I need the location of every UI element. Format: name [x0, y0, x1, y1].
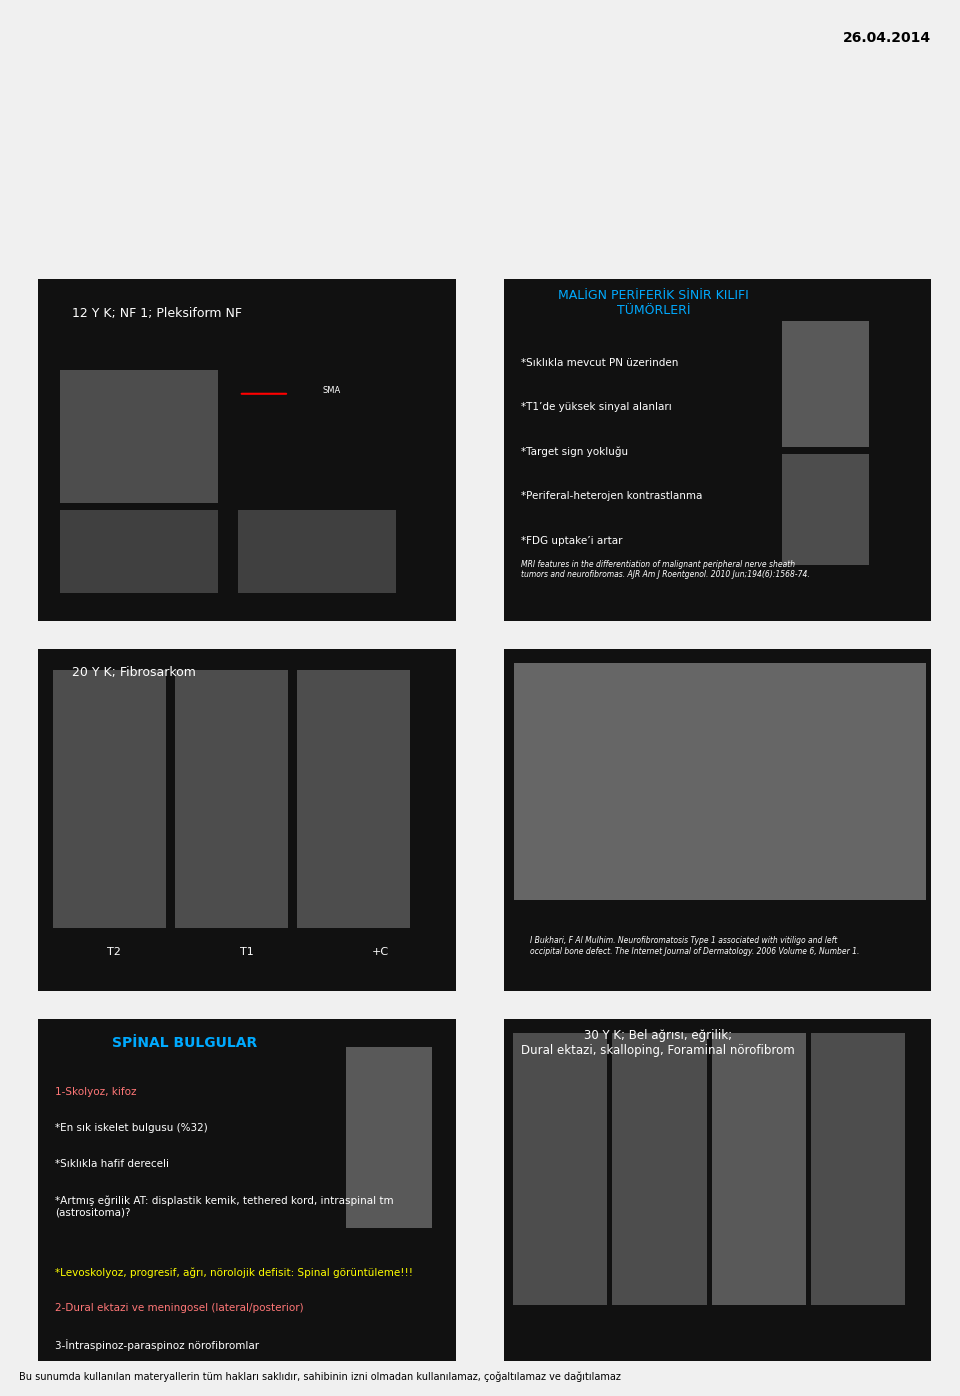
Text: *T1’de yüksek sinyal alanları: *T1’de yüksek sinyal alanları	[521, 402, 672, 412]
Text: SMA: SMA	[323, 387, 341, 395]
Bar	[504, 279, 931, 621]
Text: *FDG uptake’i artar: *FDG uptake’i artar	[521, 536, 623, 546]
Bar	[38, 279, 456, 621]
Bar	[514, 663, 926, 900]
Text: MRI features in the differentiation of malignant peripheral nerve sheath
tumors : MRI features in the differentiation of m…	[521, 560, 810, 579]
Text: *En sık iskelet bulgusu (%32): *En sık iskelet bulgusu (%32)	[55, 1124, 208, 1134]
Text: 2-Dural ektazi ve meningosel (lateral/posterior): 2-Dural ektazi ve meningosel (lateral/po…	[55, 1302, 303, 1314]
Text: T2: T2	[107, 946, 121, 958]
Text: +C: +C	[372, 946, 390, 958]
Text: *Sıklıkla mevcut PN üzerinden: *Sıklıkla mevcut PN üzerinden	[521, 357, 679, 369]
Text: I Bukhari, F Al Mulhim. Neurofibromatosis Type 1 associated with vitiligo and le: I Bukhari, F Al Mulhim. Neurofibromatosi…	[530, 937, 859, 956]
Text: 26.04.2014: 26.04.2014	[843, 31, 931, 45]
Bar	[782, 454, 869, 565]
Bar	[612, 1033, 707, 1305]
Bar	[175, 670, 288, 928]
Text: 3-İntraspinoz-paraspinoz nörofibromlar: 3-İntraspinoz-paraspinoz nörofibromlar	[55, 1339, 259, 1351]
Bar	[504, 649, 931, 991]
Bar	[811, 1033, 905, 1305]
Text: *Levoskolyoz, progresif, ağrı, nörolojik defisit: Spinal görüntüleme!!!: *Levoskolyoz, progresif, ağrı, nörolojik…	[55, 1268, 413, 1277]
Text: 12 Y K; NF 1; Pleksiform NF: 12 Y K; NF 1; Pleksiform NF	[72, 307, 242, 320]
Bar	[38, 649, 456, 991]
Text: *Periferal-heterojen kontrastlanma: *Periferal-heterojen kontrastlanma	[521, 491, 703, 501]
Text: T1: T1	[240, 946, 254, 958]
Bar	[297, 670, 410, 928]
Bar	[60, 370, 218, 503]
Text: Bu sunumda kullanılan materyallerin tüm hakları saklıdır, sahibinin izni olmadan: Bu sunumda kullanılan materyallerin tüm …	[19, 1371, 621, 1382]
Bar	[53, 670, 166, 928]
Text: SPİNAL BULGULAR: SPİNAL BULGULAR	[112, 1036, 257, 1050]
Bar	[346, 1047, 432, 1228]
Text: 1-Skolyoz, kifoz: 1-Skolyoz, kifoz	[55, 1087, 136, 1097]
Bar	[712, 1033, 806, 1305]
Bar	[38, 1019, 456, 1361]
Text: *Sıklıkla hafif dereceli: *Sıklıkla hafif dereceli	[55, 1159, 169, 1170]
Bar	[238, 510, 396, 593]
Bar	[513, 1033, 607, 1305]
Text: MALİGN PERİFERİK SİNİR KILIFI
TÜMÖRLERİ: MALİGN PERİFERİK SİNİR KILIFI TÜMÖRLERİ	[558, 289, 749, 317]
Bar	[60, 510, 218, 593]
Text: *Artmış eğrilik AT: displastik kemik, tethered kord, intraspinal tm
(astrositoma: *Artmış eğrilik AT: displastik kemik, te…	[55, 1195, 394, 1217]
Text: *Target sign yokluğu: *Target sign yokluğu	[521, 447, 628, 458]
Text: 30 Y K; Bel ağrısı, eğrilik;
Dural ektazi, skalloping, Foraminal nörofibrom: 30 Y K; Bel ağrısı, eğrilik; Dural ektaz…	[521, 1029, 795, 1057]
Text: 20 Y K; Fibrosarkom: 20 Y K; Fibrosarkom	[72, 666, 196, 680]
Bar	[504, 1019, 931, 1361]
Bar	[782, 321, 869, 447]
